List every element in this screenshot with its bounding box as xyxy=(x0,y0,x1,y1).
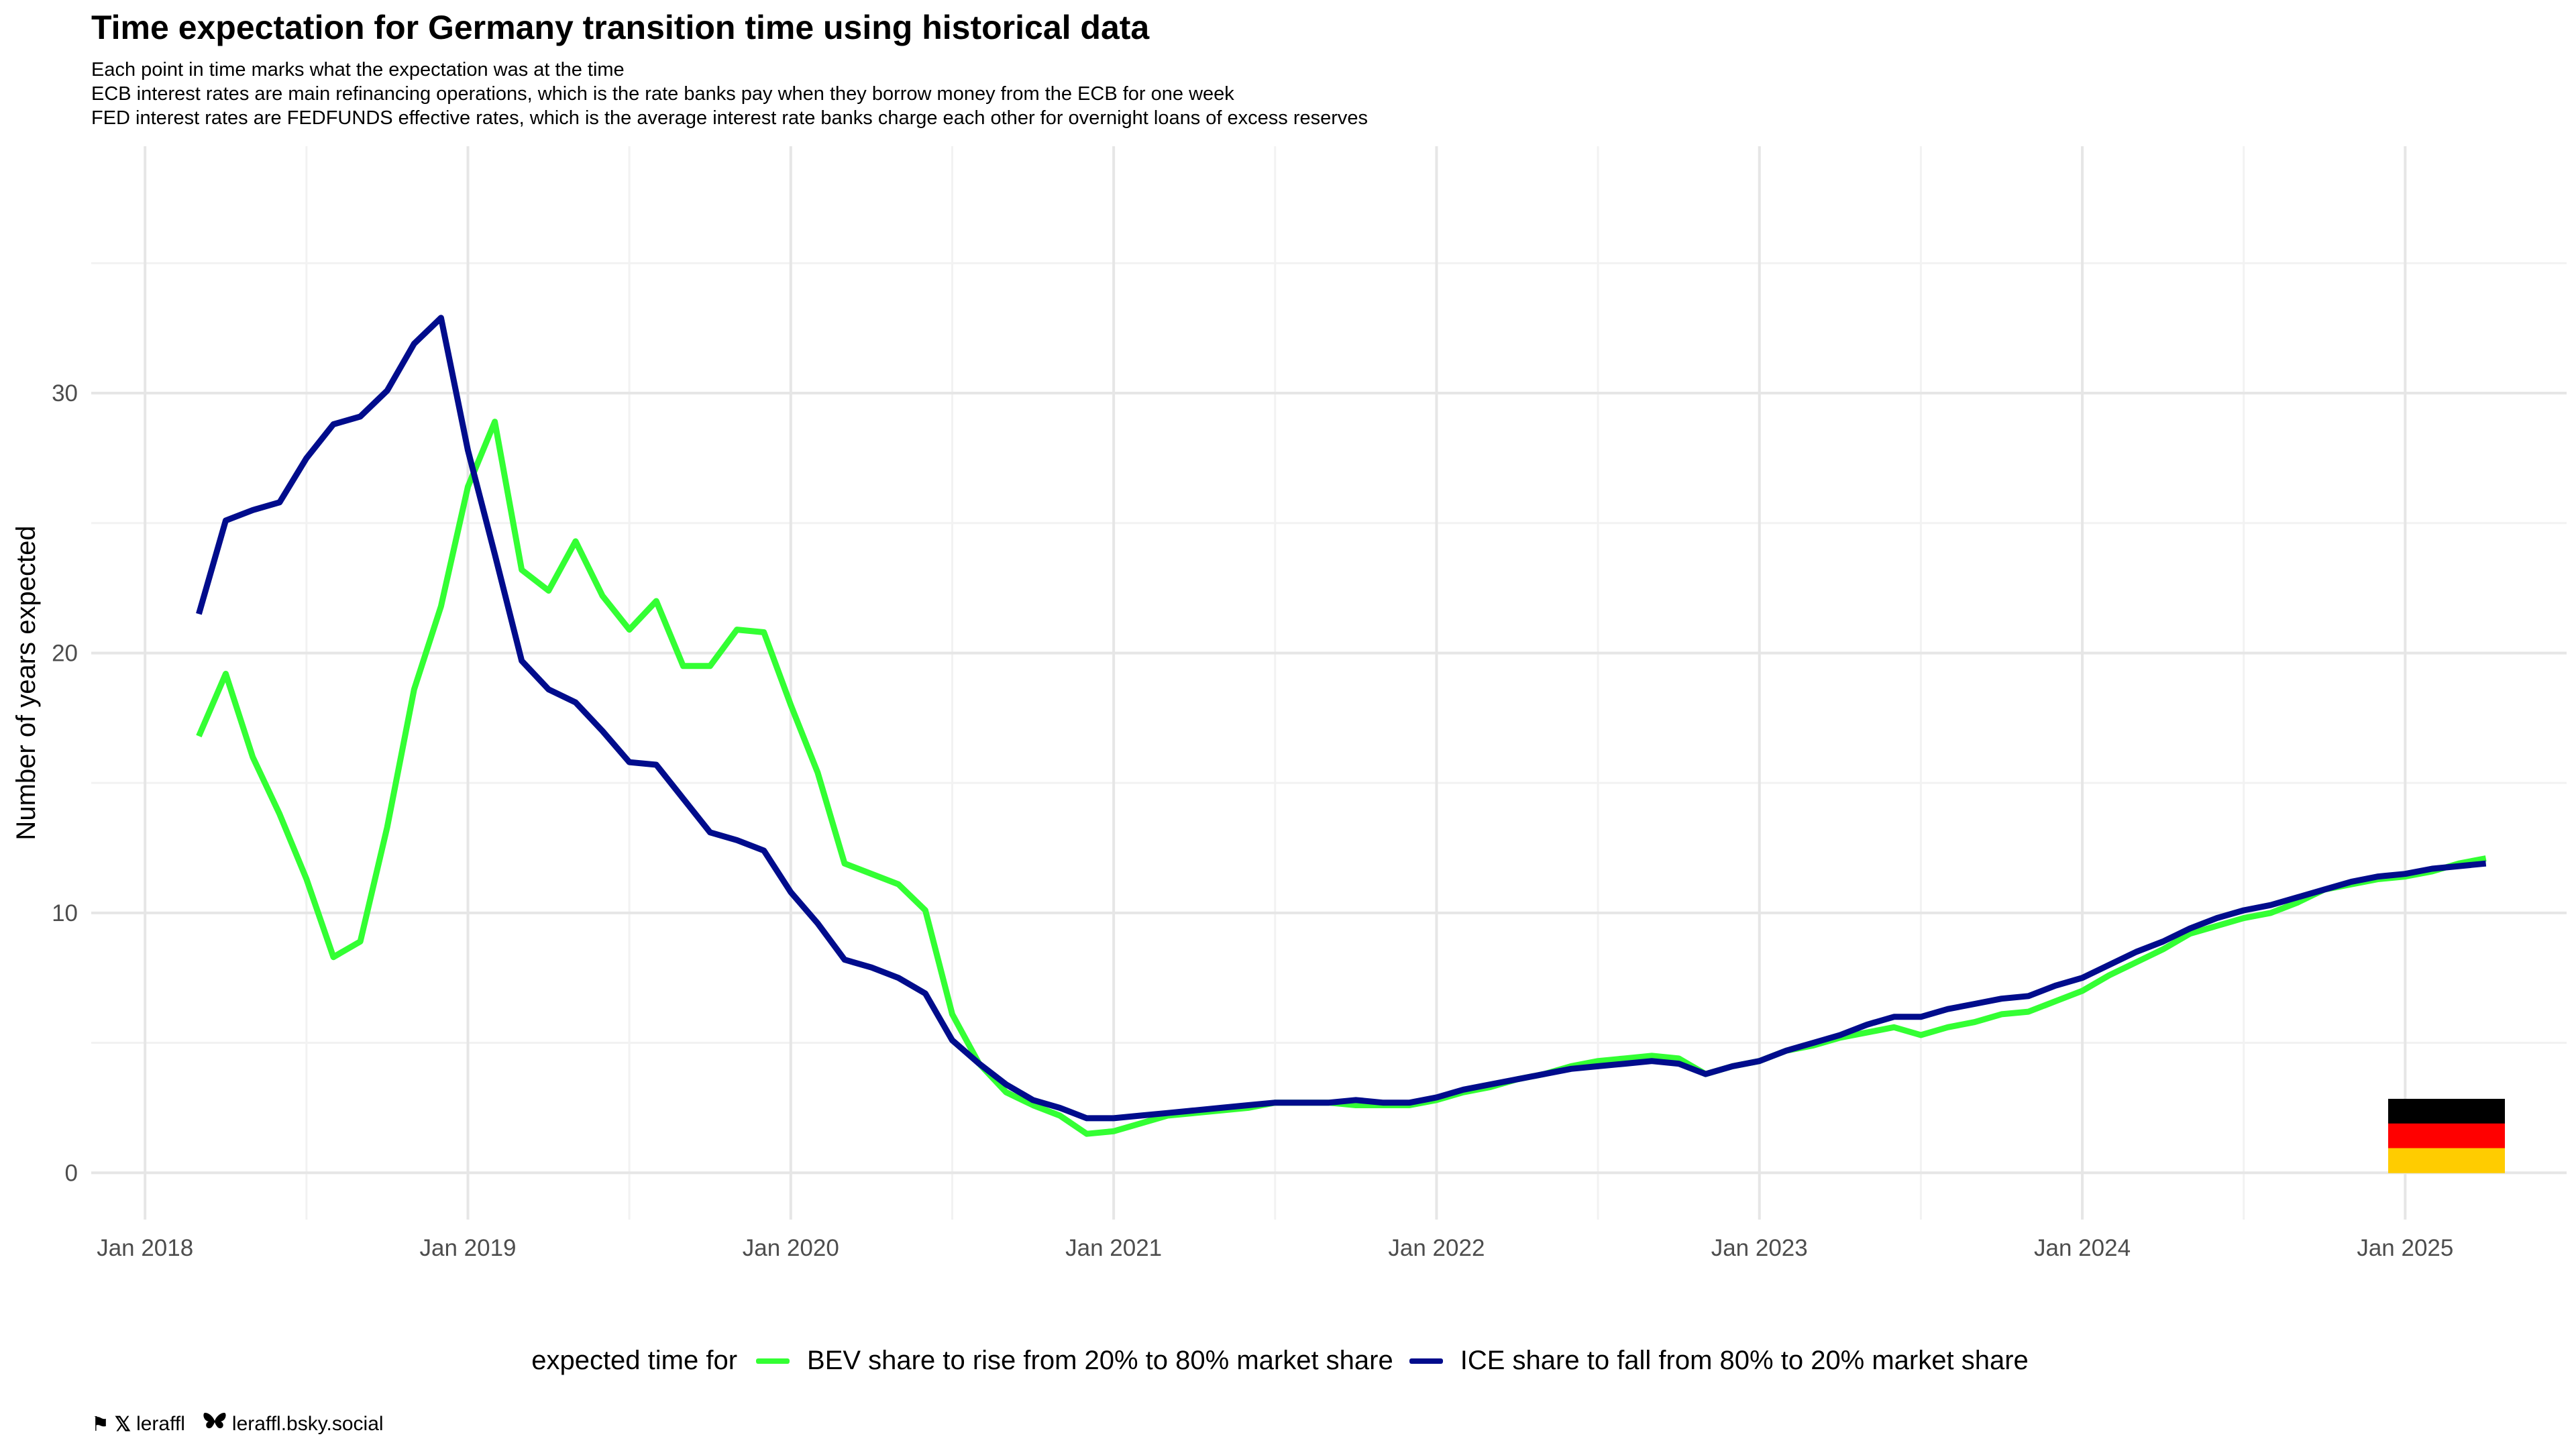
flag-icon: ⚑ xyxy=(91,1413,109,1436)
legend-label-ice: ICE share to fall from 80% to 20% market… xyxy=(1460,1346,2029,1375)
legend-item-bev: BEV share to rise from 20% to 80% market… xyxy=(756,1346,1393,1376)
series-line-ice xyxy=(196,315,2487,1122)
legend-key-ice xyxy=(1409,1358,1443,1364)
x-tick-label: Jan 2024 xyxy=(2034,1235,2131,1261)
x-tick-label: Jan 2025 xyxy=(2357,1235,2453,1261)
chart-subtitle: Each point in time marks what the expect… xyxy=(91,58,1368,130)
flag-band xyxy=(2388,1099,2505,1124)
series-line-bev xyxy=(196,419,2487,1137)
handle-text: leraffl xyxy=(136,1413,185,1435)
butterfly-icon xyxy=(203,1411,227,1437)
x-tick-label: Jan 2018 xyxy=(97,1235,193,1261)
y-tick-label: 20 xyxy=(52,640,78,666)
x-tick-label: Jan 2019 xyxy=(420,1235,517,1261)
chart-title: Time expectation for Germany transition … xyxy=(91,9,1150,46)
legend-item-ice: ICE share to fall from 80% to 20% market… xyxy=(1409,1346,2029,1376)
x-tick-label: Jan 2023 xyxy=(1711,1235,1808,1261)
x-tick-label: Jan 2021 xyxy=(1065,1235,1162,1261)
subtitle-line: ECB interest rates are main refinancing … xyxy=(91,83,1234,105)
flag-band xyxy=(2388,1123,2505,1149)
y-tick-label: 30 xyxy=(52,380,78,407)
bluesky-handle-text: leraffl.bsky.social xyxy=(231,1413,384,1435)
subtitle-line: Each point in time marks what the expect… xyxy=(91,59,625,80)
legend-title: expected time for xyxy=(531,1346,738,1375)
y-tick-label: 10 xyxy=(52,900,78,926)
legend-key-bev xyxy=(756,1358,790,1364)
x-tick-label: Jan 2022 xyxy=(1388,1235,1485,1261)
legend: expected time for BEV share to rise from… xyxy=(0,1346,2576,1376)
x-tick-label: Jan 2020 xyxy=(743,1235,839,1261)
subtitle-line: FED interest rates are FEDFUNDS effectiv… xyxy=(91,107,1368,129)
caption: ⚑ 𝕏 leraffl leraffl.bsky.social xyxy=(91,1411,401,1437)
y-tick-label: 0 xyxy=(65,1160,78,1186)
flag-band xyxy=(2388,1148,2505,1173)
y-axis-title: Number of years expected xyxy=(11,525,41,840)
legend-label-bev: BEV share to rise from 20% to 80% market… xyxy=(807,1346,1393,1375)
x-logo-icon: 𝕏 xyxy=(114,1413,131,1436)
